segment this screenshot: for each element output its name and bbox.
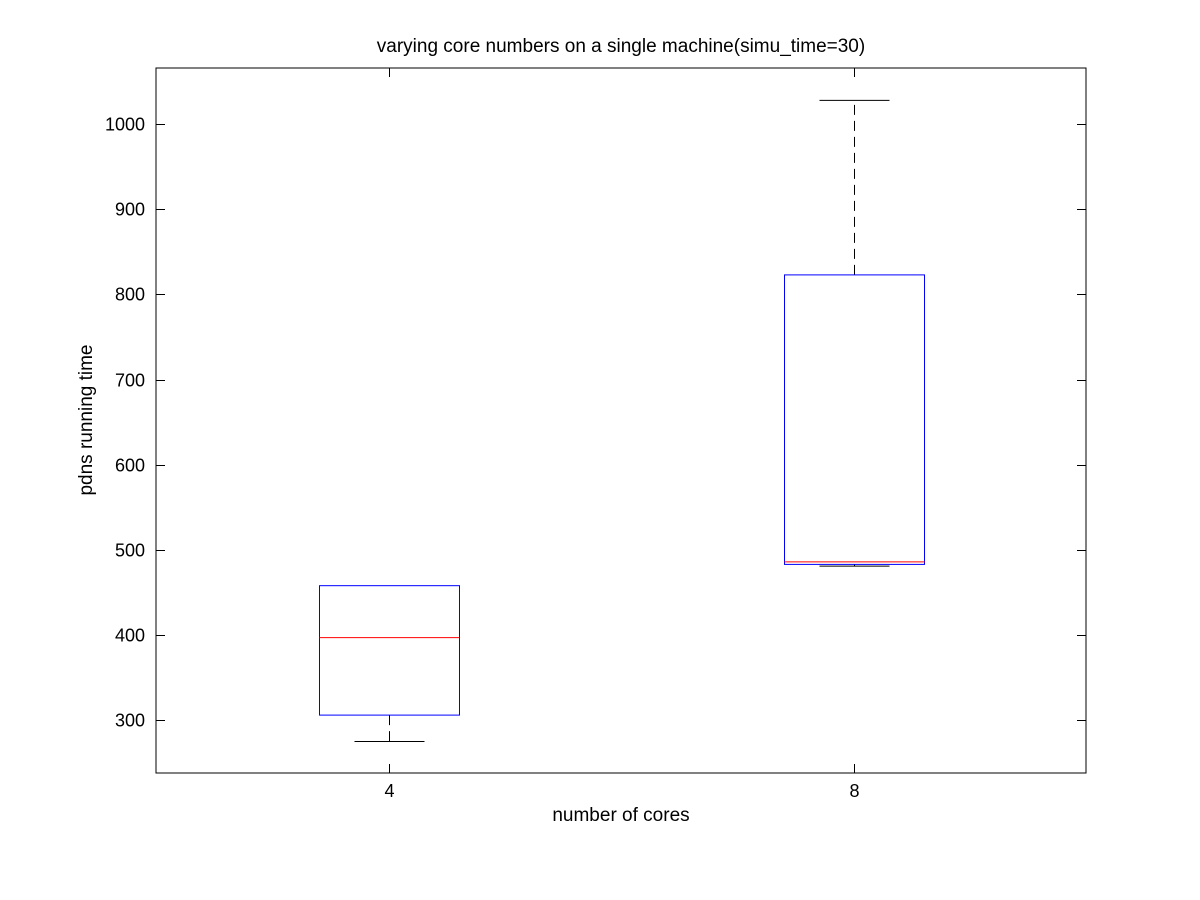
y-tick-label: 400 <box>115 626 145 646</box>
x-tick-label: 4 <box>384 781 394 801</box>
plot-area: 300 400 500 600 700 800 900 1000 4 8 <box>105 67 1087 801</box>
y-tick-label: 700 <box>115 371 145 391</box>
box-8 <box>784 274 925 565</box>
y-tick-label: 900 <box>115 200 145 220</box>
x-axis-label: number of cores <box>552 805 689 826</box>
x-tick-label: 8 <box>849 781 859 801</box>
y-tick-label: 500 <box>115 541 145 561</box>
y-tick-label: 800 <box>115 285 145 305</box>
y-tick-label: 600 <box>115 456 145 476</box>
axes-frame <box>155 67 1087 774</box>
y-tick-label: 1000 <box>105 115 145 135</box>
chart-title: varying core numbers on a single machine… <box>377 36 865 57</box>
box-4 <box>319 585 460 716</box>
y-axis-label: pdns running time <box>76 344 97 495</box>
y-tick-label: 300 <box>115 711 145 731</box>
